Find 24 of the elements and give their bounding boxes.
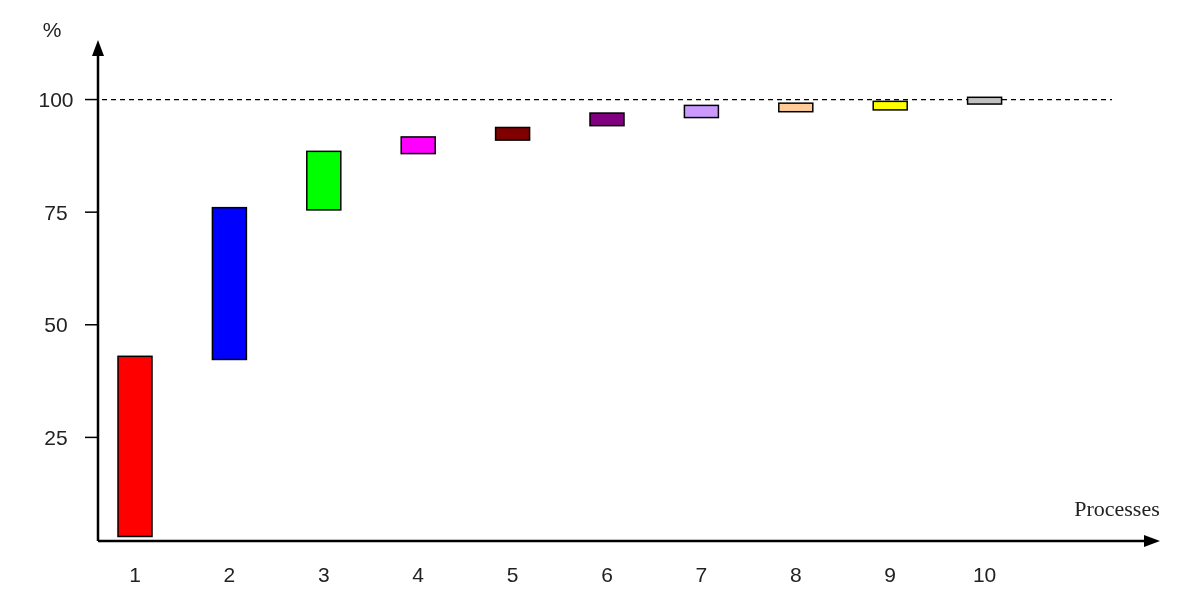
bar [494, 126, 531, 141]
y-tick-label: 100 [38, 87, 74, 111]
x-tick-label: 10 [972, 563, 997, 586]
bar [778, 102, 814, 113]
bar [211, 206, 248, 361]
x-tick-label: 5 [506, 563, 519, 586]
x-axis-title: Processes [1074, 496, 1160, 521]
y-tick-label: 75 [44, 200, 68, 224]
x-tick-label: 6 [601, 563, 613, 586]
x-tick-label: 9 [884, 563, 897, 586]
x-tick-label: 7 [695, 563, 708, 586]
x-tick-label: 4 [412, 563, 425, 586]
x-tick-label: 3 [317, 563, 330, 586]
x-tick-label: 8 [789, 563, 802, 586]
bar [683, 104, 720, 119]
bar [117, 355, 153, 538]
y-tick-label: 25 [44, 425, 68, 449]
y-axis-title: % [42, 18, 62, 41]
bar [400, 136, 436, 155]
x-tick-label: 2 [223, 563, 236, 586]
bar [306, 150, 342, 211]
bar [589, 112, 625, 127]
x-tick-label: 1 [129, 563, 141, 586]
y-tick-label: 50 [44, 313, 68, 337]
